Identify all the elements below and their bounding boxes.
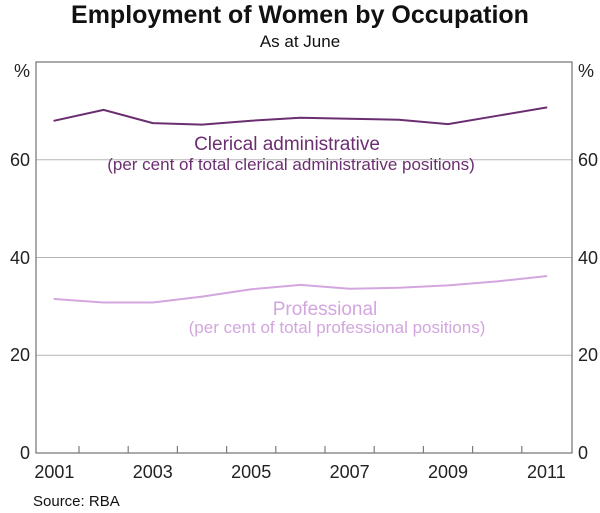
x-tick-label-2003: 2003: [132, 462, 173, 482]
y-tick-label-left-0: 0: [19, 443, 30, 463]
y-tick-label-right-40: 40: [578, 247, 599, 268]
y-tick-label-left-60: 60: [9, 149, 30, 170]
y-tick-label-right-60: 60: [578, 149, 599, 170]
professional-line: [53, 275, 548, 304]
y-axis-unit-left: %: [13, 61, 30, 81]
source-note: Source: RBA: [33, 493, 120, 510]
y-tick-label-right-20: 20: [578, 345, 599, 366]
clerical-administrative-line: [53, 106, 548, 126]
series-sublabel-clerical: (per cent of total clerical administrati…: [107, 155, 475, 174]
y-axis-unit-right: %: [578, 61, 595, 81]
y-tick-label-right-0: 0: [578, 443, 589, 463]
plot-frame: [35, 61, 573, 454]
y-tick-label-left-40: 40: [9, 247, 30, 268]
x-tick-label-2009: 2009: [427, 462, 469, 482]
y-tick-label-left-20: 20: [9, 345, 30, 366]
chart-subtitle: As at June: [259, 32, 341, 51]
x-tick-label-2011: 2011: [527, 462, 566, 482]
x-tick-label-2007: 2007: [329, 462, 370, 482]
series-label-professional: Professional: [272, 299, 378, 320]
x-tick-label-2005: 2005: [231, 462, 272, 482]
chart-title: Employment of Women by Occupation: [71, 1, 529, 29]
series-label-clerical: Clerical administrative: [194, 134, 380, 155]
series-sublabel-professional: (per cent of total professional position…: [188, 318, 486, 337]
x-tick-label-2001: 2001: [34, 462, 75, 482]
